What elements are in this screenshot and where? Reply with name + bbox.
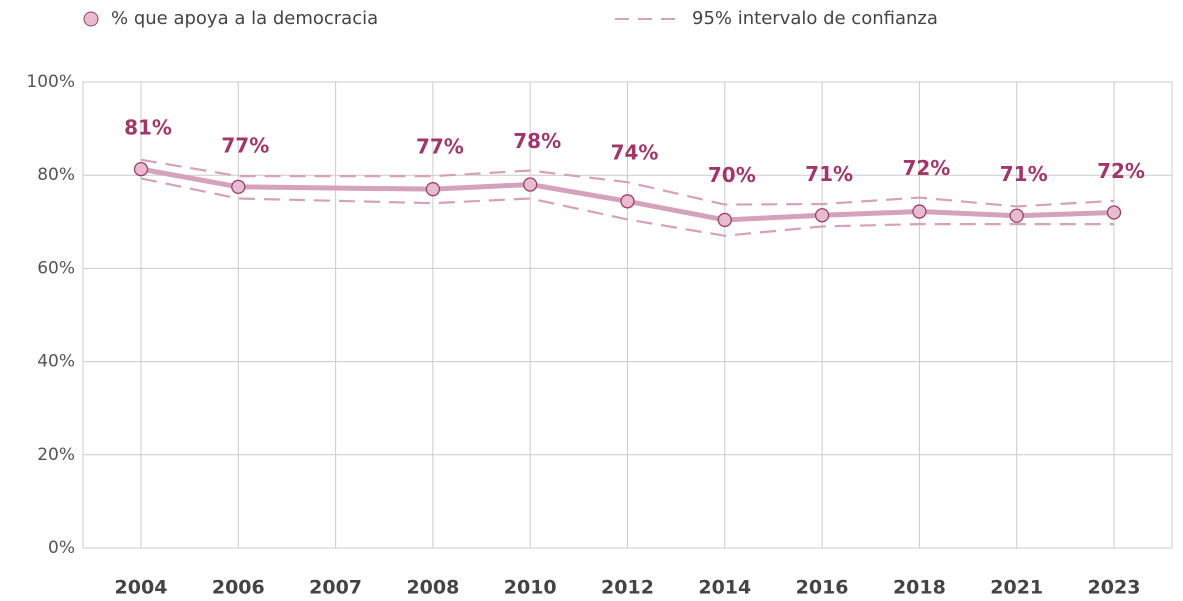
data-label: 72% <box>902 156 950 180</box>
point <box>231 179 246 195</box>
x-tick-label: 2010 <box>504 577 557 599</box>
x-tick-label: 2012 <box>601 577 654 599</box>
x-tick-label: 2023 <box>1088 577 1141 599</box>
legend-marker <box>83 11 99 27</box>
data-label: 72% <box>1097 159 1145 183</box>
point <box>133 161 149 177</box>
x-tick-label: 2004 <box>115 577 168 599</box>
data-label: 74% <box>611 141 659 165</box>
x-tick-label: 2018 <box>893 577 946 599</box>
point <box>717 212 732 228</box>
y-tick-label: 80% <box>37 165 75 185</box>
data-label: 70% <box>708 163 756 187</box>
data-label: 71% <box>805 162 853 186</box>
series-line <box>140 166 1115 223</box>
legend-label: % que apoya a la democracia <box>111 8 378 29</box>
y-tick-label: 0% <box>48 538 75 558</box>
point <box>814 208 830 223</box>
interval-lower <box>140 177 1114 237</box>
data-label: 71% <box>1000 162 1048 186</box>
y-tick-label: 100% <box>26 72 75 92</box>
y-tick-label: 20% <box>37 445 75 465</box>
x-tick-label: 2006 <box>212 577 265 599</box>
y-tick-label: 60% <box>37 258 75 278</box>
x-tick-label: 2021 <box>990 577 1043 599</box>
x-tick-label: 2014 <box>698 577 751 599</box>
point <box>425 182 441 197</box>
legend-label: 95% intervalo de confianza <box>692 8 938 29</box>
x-tick-label: 2007 <box>309 577 362 599</box>
data-label: 77% <box>416 135 464 159</box>
x-tick-label: 2008 <box>406 577 459 599</box>
interval-upper <box>140 158 1115 208</box>
data-label: 81% <box>124 116 172 140</box>
point <box>1009 208 1024 223</box>
x-tick-label: 2016 <box>796 577 849 599</box>
point <box>1106 205 1122 220</box>
data-label: 77% <box>221 133 269 157</box>
point <box>912 204 927 219</box>
point <box>523 177 538 192</box>
point <box>620 194 635 209</box>
data-label: 78% <box>513 129 561 153</box>
y-tick-label: 40% <box>37 352 75 372</box>
